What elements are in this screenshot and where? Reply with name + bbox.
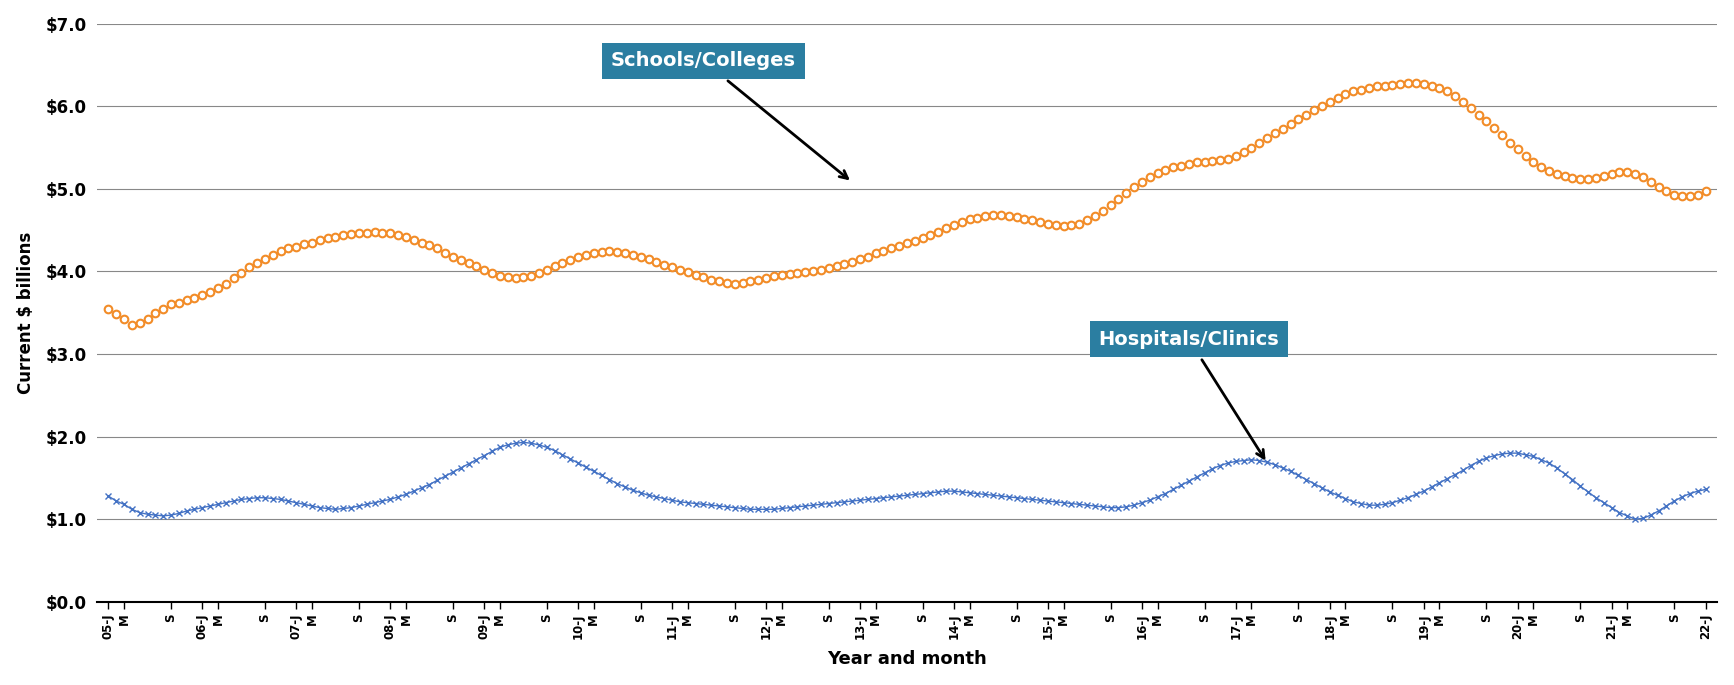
X-axis label: Year and month: Year and month [827,650,987,669]
Text: Schools/Colleges: Schools/Colleges [610,51,848,179]
Y-axis label: Current $ billions: Current $ billions [17,232,35,394]
Text: Hospitals/Clinics: Hospitals/Clinics [1098,329,1280,458]
